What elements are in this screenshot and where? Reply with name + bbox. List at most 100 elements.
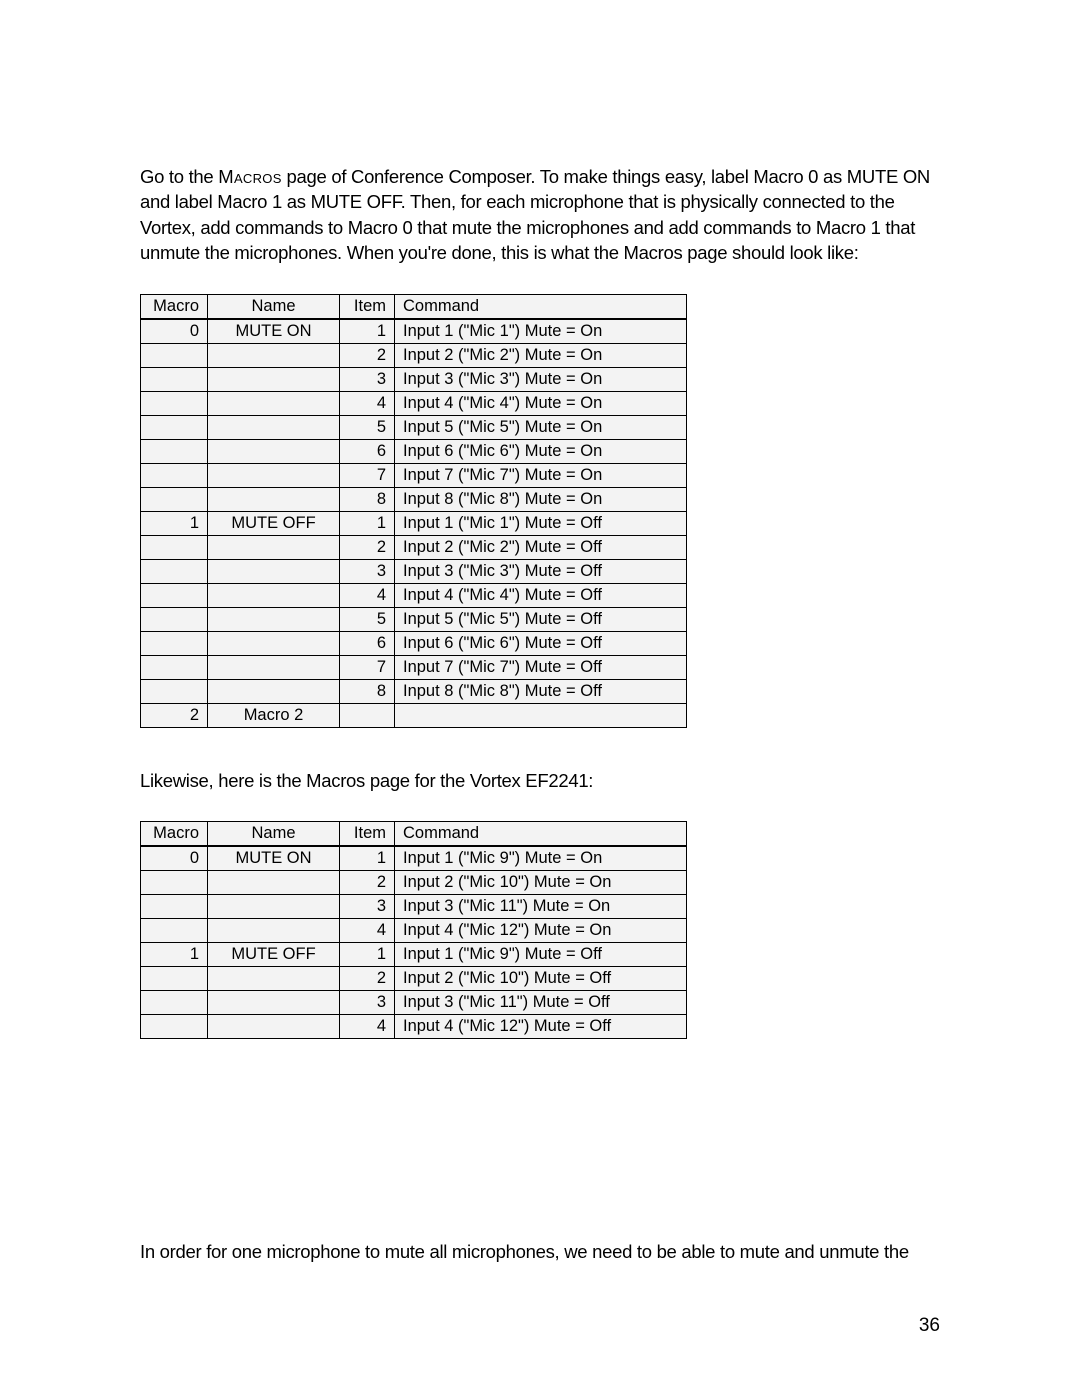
table-cell: [208, 679, 340, 703]
table-cell: [141, 631, 208, 655]
table-row: 2Macro 2: [141, 703, 687, 727]
table-cell: [141, 487, 208, 511]
table-row: 1MUTE OFF1Input 1 ("Mic 9") Mute = Off: [141, 943, 687, 967]
table-cell: Input 4 ("Mic 12") Mute = On: [395, 919, 687, 943]
table-cell: 2: [340, 967, 395, 991]
macros-table-1: Macro Name Item Command 0MUTE ON1Input 1…: [140, 294, 687, 728]
table-row: 3Input 3 ("Mic 11") Mute = On: [141, 895, 687, 919]
table-row: 7Input 7 ("Mic 7") Mute = On: [141, 463, 687, 487]
table-cell: [208, 367, 340, 391]
table-cell: [208, 1015, 340, 1039]
th-name: Name: [208, 822, 340, 847]
table-cell: Input 1 ("Mic 1") Mute = Off: [395, 511, 687, 535]
table-cell: Input 3 ("Mic 3") Mute = Off: [395, 559, 687, 583]
table-cell: [141, 415, 208, 439]
table-cell: 1: [340, 319, 395, 344]
table-cell: [208, 631, 340, 655]
table-row: 4Input 4 ("Mic 4") Mute = On: [141, 391, 687, 415]
th-command: Command: [395, 822, 687, 847]
table-cell: [141, 919, 208, 943]
table-cell: Input 2 ("Mic 10") Mute = On: [395, 871, 687, 895]
table-cell: Input 6 ("Mic 6") Mute = On: [395, 439, 687, 463]
table-cell: 7: [340, 463, 395, 487]
table-cell: 4: [340, 391, 395, 415]
table-cell: 4: [340, 919, 395, 943]
table-cell: Input 3 ("Mic 11") Mute = On: [395, 895, 687, 919]
table-cell: MUTE ON: [208, 319, 340, 344]
th-item: Item: [340, 294, 395, 319]
page-number: 36: [919, 1315, 940, 1337]
table-cell: Input 2 ("Mic 2") Mute = On: [395, 343, 687, 367]
table-cell: 5: [340, 607, 395, 631]
table-cell: Input 5 ("Mic 5") Mute = Off: [395, 607, 687, 631]
table-cell: 1: [141, 943, 208, 967]
table-row: 2Input 2 ("Mic 10") Mute = Off: [141, 967, 687, 991]
table-row: 8Input 8 ("Mic 8") Mute = On: [141, 487, 687, 511]
table-cell: [208, 991, 340, 1015]
table-cell: 1: [340, 511, 395, 535]
table-cell: [208, 607, 340, 631]
table-cell: [141, 679, 208, 703]
table-cell: [141, 991, 208, 1015]
table-cell: [395, 703, 687, 727]
intro-paragraph: Go to the Macros page of Conference Comp…: [140, 164, 940, 266]
table1-body: 0MUTE ON1Input 1 ("Mic 1") Mute = On2Inp…: [141, 319, 687, 728]
table-cell: Input 6 ("Mic 6") Mute = Off: [395, 631, 687, 655]
table-cell: 3: [340, 559, 395, 583]
table-cell: Input 4 ("Mic 4") Mute = On: [395, 391, 687, 415]
table-cell: [141, 967, 208, 991]
table-cell: Input 4 ("Mic 12") Mute = Off: [395, 1015, 687, 1039]
table-row: 5Input 5 ("Mic 5") Mute = On: [141, 415, 687, 439]
table-cell: [208, 487, 340, 511]
table-cell: 6: [340, 439, 395, 463]
table-cell: [208, 415, 340, 439]
table-cell: [340, 703, 395, 727]
table-cell: [141, 607, 208, 631]
macros-smallcaps: Macros: [218, 166, 281, 187]
table-cell: 0: [141, 319, 208, 344]
table-cell: [208, 535, 340, 559]
table-cell: [208, 559, 340, 583]
table-row: 2Input 2 ("Mic 2") Mute = Off: [141, 535, 687, 559]
table-row: 6Input 6 ("Mic 6") Mute = Off: [141, 631, 687, 655]
table-cell: [208, 655, 340, 679]
table-cell: Input 2 ("Mic 10") Mute = Off: [395, 967, 687, 991]
table-cell: 3: [340, 367, 395, 391]
table-cell: MUTE OFF: [208, 511, 340, 535]
table-cell: [141, 535, 208, 559]
table-row: 2Input 2 ("Mic 10") Mute = On: [141, 871, 687, 895]
table-cell: [208, 583, 340, 607]
table-row: 1MUTE OFF1Input 1 ("Mic 1") Mute = Off: [141, 511, 687, 535]
table-cell: Input 7 ("Mic 7") Mute = Off: [395, 655, 687, 679]
table-cell: [208, 871, 340, 895]
table-cell: MUTE OFF: [208, 943, 340, 967]
table-cell: [141, 463, 208, 487]
table-row: 4Input 4 ("Mic 12") Mute = On: [141, 919, 687, 943]
table-cell: 2: [141, 703, 208, 727]
table-cell: 1: [340, 846, 395, 871]
text-pre: Go to the: [140, 166, 218, 187]
table-cell: [208, 391, 340, 415]
table-row: 5Input 5 ("Mic 5") Mute = Off: [141, 607, 687, 631]
table-cell: 1: [340, 943, 395, 967]
table-row: 4Input 4 ("Mic 4") Mute = Off: [141, 583, 687, 607]
table2-body: 0MUTE ON1Input 1 ("Mic 9") Mute = On2Inp…: [141, 846, 687, 1039]
table-cell: Input 7 ("Mic 7") Mute = On: [395, 463, 687, 487]
table-cell: Input 8 ("Mic 8") Mute = Off: [395, 679, 687, 703]
th-command: Command: [395, 294, 687, 319]
table-cell: [141, 559, 208, 583]
table-cell: [141, 895, 208, 919]
middle-paragraph: Likewise, here is the Macros page for th…: [140, 768, 940, 794]
table-cell: 2: [340, 343, 395, 367]
table-row: 6Input 6 ("Mic 6") Mute = On: [141, 439, 687, 463]
table-cell: 2: [340, 871, 395, 895]
table-cell: [208, 919, 340, 943]
table-cell: [208, 895, 340, 919]
table-header-row: Macro Name Item Command: [141, 822, 687, 847]
table-cell: Input 2 ("Mic 2") Mute = Off: [395, 535, 687, 559]
table-row: 0MUTE ON1Input 1 ("Mic 9") Mute = On: [141, 846, 687, 871]
table-cell: 2: [340, 535, 395, 559]
table-cell: Input 3 ("Mic 11") Mute = Off: [395, 991, 687, 1015]
table-cell: [208, 343, 340, 367]
table-cell: 3: [340, 991, 395, 1015]
